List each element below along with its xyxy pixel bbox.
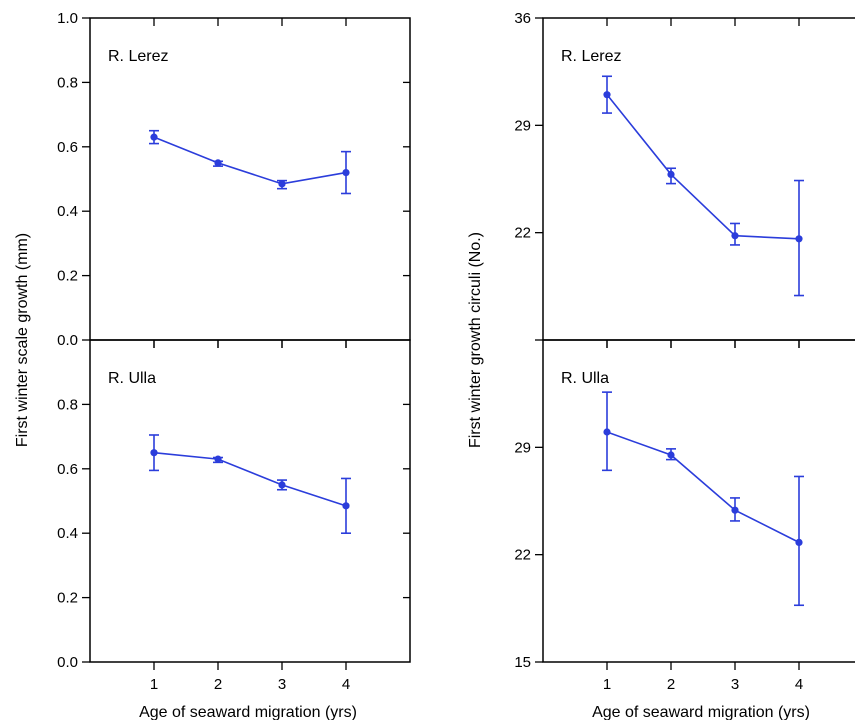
data-point xyxy=(731,232,739,240)
panel-label: R. Lerez xyxy=(561,48,621,65)
left-x-axis-title: Age of seaward migration (yrs) xyxy=(139,704,357,720)
series-line xyxy=(153,136,347,185)
data-point xyxy=(150,449,158,457)
x-tick-label: 4 xyxy=(795,676,803,693)
data-point xyxy=(150,133,158,141)
x-tick-label: 3 xyxy=(731,676,739,693)
y-tick-label: 22 xyxy=(514,225,531,242)
panel-frame xyxy=(542,339,855,663)
panel-label: R. Ulla xyxy=(561,370,609,387)
y-tick-label: 0.4 xyxy=(57,525,78,542)
right-y-axis-title: First winter growth circuli (No.) xyxy=(467,232,484,448)
x-tick-label: 2 xyxy=(214,676,222,693)
data-point xyxy=(278,481,286,489)
panel-label: R. Ulla xyxy=(108,370,156,387)
data-point xyxy=(795,538,803,547)
panel-left-top: 0.0 0.2 0.4 0.6 0.8 1.0 R. Lerez xyxy=(57,10,411,349)
data-point xyxy=(731,506,739,514)
y-tick-label: 0.2 xyxy=(57,590,78,607)
panel-right-top: 22 29 36 R. Lerez xyxy=(514,10,855,348)
series-line xyxy=(153,451,347,507)
y-tick-label: 0.0 xyxy=(57,654,78,671)
panel-right-bottom: 15 22 29 1 2 3 4 R. Ulla xyxy=(514,339,855,693)
x-tick-label: 1 xyxy=(603,676,611,693)
data-point xyxy=(278,180,286,188)
data-point xyxy=(342,168,350,177)
y-tick-label: 0.2 xyxy=(57,268,78,285)
data-point xyxy=(214,159,222,167)
panel-frame xyxy=(89,17,411,341)
y-tick-label: 29 xyxy=(514,439,531,456)
panel-frame xyxy=(542,17,855,341)
data-point xyxy=(667,451,675,459)
y-tick-label: 0.8 xyxy=(57,74,78,91)
data-point xyxy=(603,428,611,436)
right-x-axis-title: Age of seaward migration (yrs) xyxy=(592,704,810,720)
x-tick-label: 4 xyxy=(342,676,350,693)
y-tick-label: 0.6 xyxy=(57,139,78,156)
panel-left-bottom: 0.0 0.2 0.4 0.6 0.8 1 2 3 4 R. Ulla xyxy=(57,339,411,693)
left-y-axis-title: First winter scale growth (mm) xyxy=(14,233,31,447)
y-tick-label: 1.0 xyxy=(57,10,78,27)
data-point xyxy=(795,235,803,243)
panel-frame xyxy=(89,339,411,663)
data-point xyxy=(667,170,675,178)
y-tick-label: 29 xyxy=(514,117,531,134)
x-tick-label: 3 xyxy=(278,676,286,693)
left-figure: 0.00.20.40.60.81.0R. Lerez 0.00.20.40.60… xyxy=(14,10,411,720)
y-tick-label: 22 xyxy=(514,547,531,564)
data-point xyxy=(214,455,222,463)
series-line xyxy=(606,94,800,240)
y-tick-label: 15 xyxy=(514,654,531,671)
data-point xyxy=(342,502,350,510)
y-tick-label: 36 xyxy=(514,10,531,27)
right-figure: 22 29 36 R. Lerez 15 22 29 1 2 3 4 R. Ulla First w… xyxy=(467,10,855,720)
x-tick-label: 1 xyxy=(150,676,158,693)
x-tick-label: 2 xyxy=(667,676,675,693)
series-line xyxy=(606,431,800,544)
data-point xyxy=(603,91,611,99)
y-tick-label: 0.4 xyxy=(57,203,78,220)
y-tick-label: 0.6 xyxy=(57,461,78,478)
panel-label: R. Lerez xyxy=(108,48,168,65)
y-tick-label: 0.0 xyxy=(57,332,78,349)
y-tick-label: 0.8 xyxy=(57,396,78,413)
